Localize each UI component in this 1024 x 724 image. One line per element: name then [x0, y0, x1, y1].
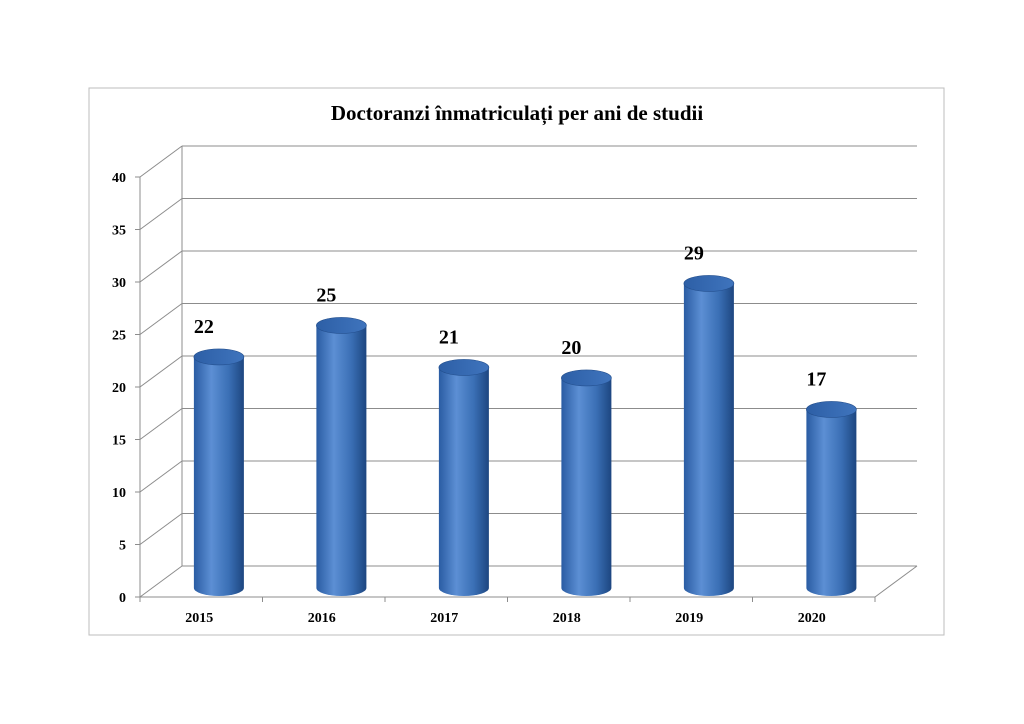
- gridline-side: [139, 198, 183, 230]
- bar-top: [806, 401, 857, 418]
- data-label: 22: [194, 316, 214, 338]
- bar-top: [316, 317, 367, 334]
- gridline-side: [139, 355, 183, 388]
- bar: [438, 359, 490, 596]
- x-tick-label: 2017: [430, 611, 458, 626]
- data-label: 20: [561, 337, 581, 359]
- y-tick-label: 40: [112, 171, 126, 186]
- x-tick-label: 2016: [308, 611, 336, 626]
- gridline-side: [139, 513, 183, 545]
- floor-right-edge: [874, 565, 918, 598]
- y-tick-label: 25: [112, 329, 126, 344]
- x-tick-label: 2019: [675, 611, 703, 626]
- gridline-side: [139, 250, 183, 283]
- bar-top: [561, 369, 612, 387]
- gridlines: [139, 145, 917, 598]
- bar-body: [683, 283, 734, 596]
- bar-top: [683, 275, 735, 292]
- gridline-side: [139, 303, 183, 335]
- x-tick-label: 2020: [798, 611, 826, 626]
- bar-body: [438, 367, 489, 596]
- bar: [316, 317, 367, 596]
- data-label: 21: [439, 326, 459, 348]
- bar-body: [806, 409, 857, 596]
- y-tick-label: 0: [119, 591, 126, 606]
- data-label: 29: [684, 242, 704, 264]
- y-tick-label: 20: [112, 381, 126, 396]
- bar-body: [193, 356, 244, 596]
- y-tick-label: 15: [112, 434, 126, 449]
- bar-top: [193, 348, 245, 366]
- axes: [135, 146, 918, 602]
- gridline-side: [139, 408, 183, 440]
- bar-body: [561, 377, 612, 596]
- x-tick-label: 2015: [185, 611, 213, 626]
- bar: [561, 369, 612, 596]
- chart-title: Doctoranzi înmatriculați per ani de stud…: [331, 101, 704, 126]
- data-label: 25: [316, 284, 336, 306]
- bar: [683, 275, 735, 596]
- y-tick-label: 30: [112, 276, 126, 291]
- bar: [193, 348, 245, 596]
- y-tick-label: 5: [119, 539, 126, 554]
- y-tick-label: 10: [112, 486, 126, 501]
- data-label: 17: [806, 368, 826, 390]
- gridline-side: [139, 145, 183, 178]
- bars: [193, 275, 857, 596]
- y-tick-label: 35: [112, 224, 126, 239]
- gridline-side: [139, 460, 183, 493]
- bar-body: [316, 325, 367, 596]
- bar-top: [438, 359, 490, 376]
- gridline-side: [139, 565, 183, 598]
- x-tick-label: 2018: [553, 611, 581, 626]
- bar: [806, 401, 857, 596]
